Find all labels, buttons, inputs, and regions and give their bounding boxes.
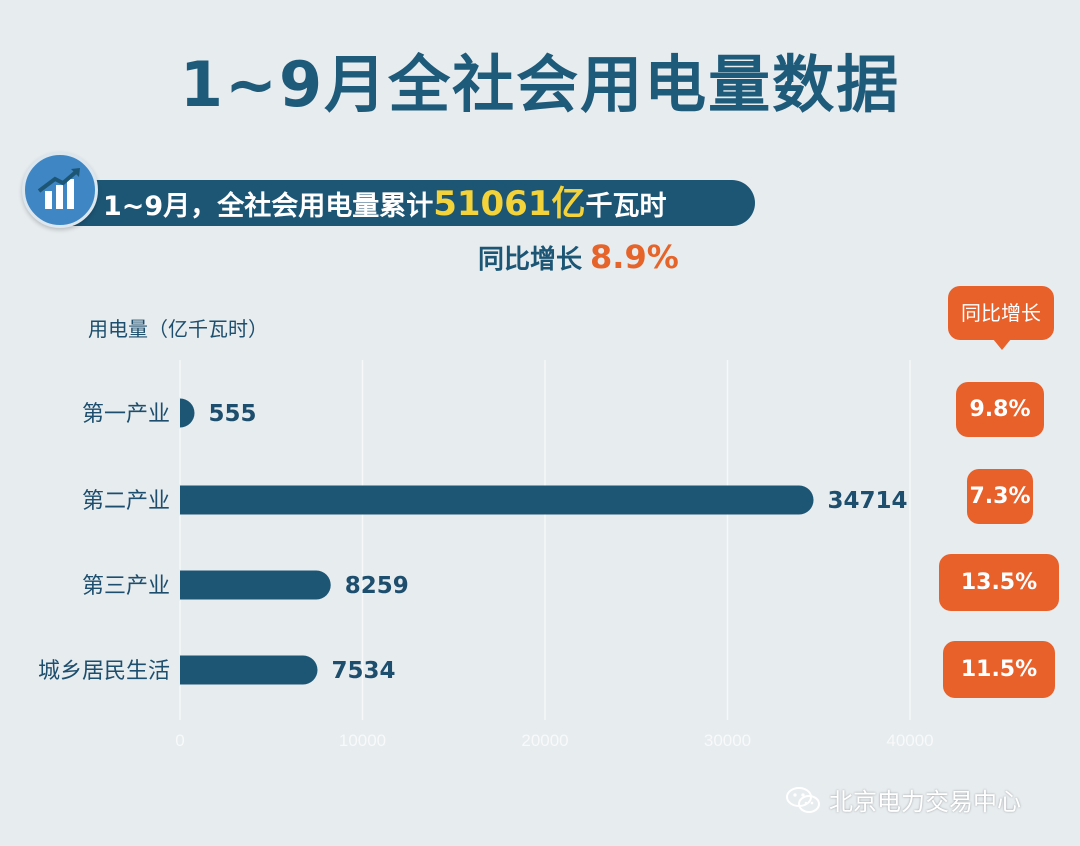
summary-yoy: 同比增长 8.9% — [478, 238, 679, 276]
category-label: 第二产业 — [82, 489, 170, 514]
yoy-badge: 7.3% — [967, 469, 1033, 524]
bar — [165, 485, 814, 515]
y-axis-unit-label: 用电量（亿千瓦时） — [88, 317, 268, 341]
bar — [165, 655, 318, 685]
summary-banner — [60, 180, 755, 226]
x-tick-label: 20000 — [521, 731, 568, 750]
x-tick-label: 10000 — [339, 731, 386, 750]
bar — [165, 570, 331, 600]
value-label: 34714 — [828, 488, 908, 514]
summary-yoy-value: 8.9% — [590, 238, 679, 276]
yoy-badge: 9.8% — [956, 382, 1044, 437]
bar-left-mask — [164, 654, 180, 686]
value-label: 8259 — [345, 573, 409, 599]
category-label: 第三产业 — [82, 574, 170, 599]
category-label: 城乡居民生活 — [38, 659, 170, 684]
yoy-badge: 11.5% — [943, 641, 1055, 698]
watermark-text: 北京电力交易中心 — [829, 788, 1021, 816]
summary-suffix: 千瓦时 — [585, 191, 667, 222]
x-tick-label: 30000 — [704, 731, 751, 750]
yoy-header-callout: 同比增长 — [948, 286, 1054, 350]
summary-text: 1~9月，全社会用电量累计51061亿千瓦时 — [103, 184, 667, 224]
x-tick-label: 40000 — [886, 731, 933, 750]
value-label: 7534 — [331, 658, 395, 684]
x-tick-label: 0 — [175, 731, 184, 750]
bar-chart-icon — [22, 152, 98, 228]
value-label: 555 — [209, 401, 257, 427]
bar-left-mask — [164, 484, 180, 516]
wechat-icon — [786, 786, 820, 813]
watermark: 北京电力交易中心 — [785, 782, 1021, 817]
bar-left-mask — [164, 397, 180, 429]
category-label: 第一产业 — [82, 402, 170, 427]
summary-yoy-label: 同比增长 — [478, 245, 583, 275]
summary-total: 51061亿 — [433, 184, 586, 224]
page-title: 1~9月全社会用电量数据 — [179, 48, 901, 121]
summary-prefix: 1~9月，全社会用电量累计 — [103, 191, 434, 222]
bar-left-mask — [164, 569, 180, 601]
yoy-badge: 13.5% — [939, 554, 1059, 611]
